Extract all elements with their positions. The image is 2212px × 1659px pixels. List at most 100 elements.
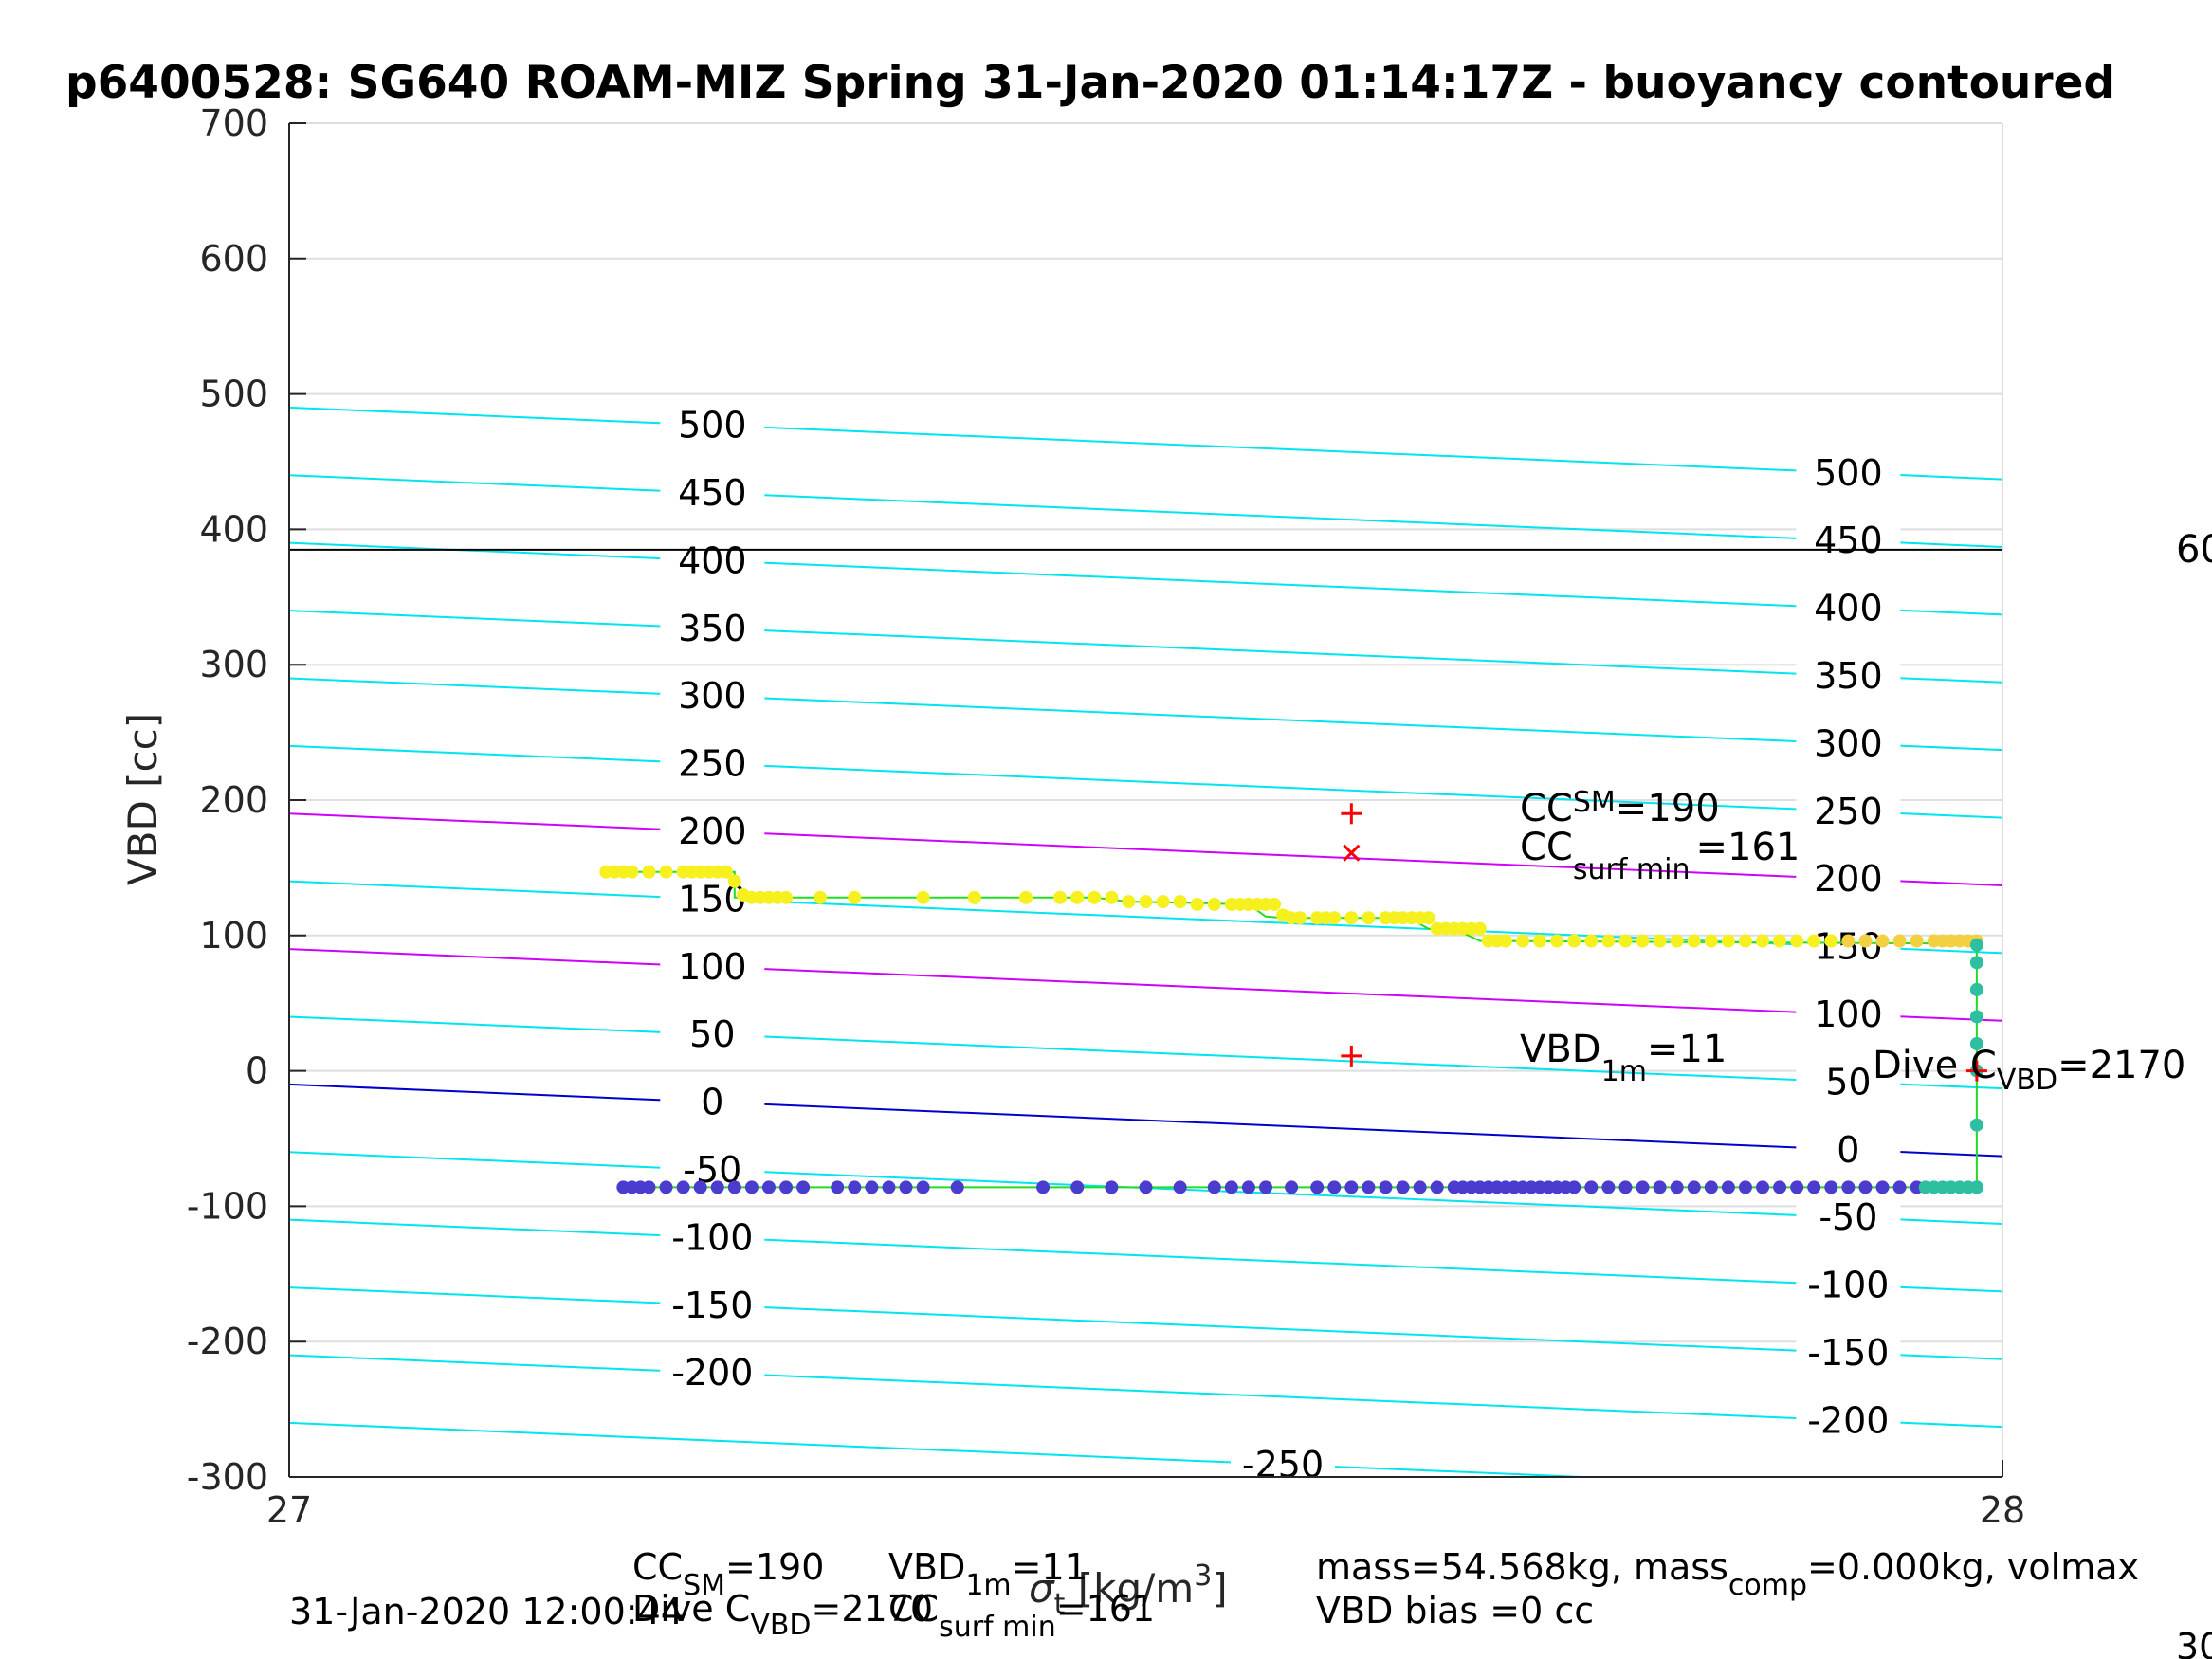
contour-label: 450	[1814, 520, 1883, 561]
y-tick-label: 400	[199, 508, 268, 550]
contour-label: 450	[678, 472, 747, 514]
contour-label: 100	[1814, 994, 1883, 1035]
annotation-dive-c-vbd-base: Dive C	[1873, 1044, 1997, 1087]
annotation-dive-c-vbd-sub: VBD	[1997, 1064, 2057, 1097]
data-point	[950, 1180, 964, 1194]
data-point	[1241, 1180, 1255, 1194]
contour-label-bg	[660, 1218, 765, 1257]
data-point	[1498, 934, 1512, 948]
contour-line	[288, 677, 2003, 752]
data-point	[1285, 1180, 1299, 1194]
annotation-cc-sm-base: CC	[1520, 787, 1573, 830]
data-point	[659, 865, 673, 879]
contour-label: 250	[1814, 791, 1883, 832]
data-point	[719, 865, 733, 879]
footer-vbd-1m: VBD1m=11	[888, 1546, 1088, 1602]
data-point	[1969, 1118, 1983, 1132]
contour-line	[288, 541, 2003, 616]
contour-label-bg	[1796, 1063, 1901, 1102]
footer-mass-sub: comp	[1728, 1569, 1807, 1602]
data-point	[1858, 1180, 1873, 1194]
data-point	[1704, 934, 1718, 948]
data-point	[1344, 1180, 1359, 1194]
marker-layer	[1341, 803, 1987, 1082]
data-point	[865, 1180, 879, 1194]
data-point	[1173, 1180, 1187, 1194]
contour-line	[288, 1421, 1582, 1478]
data-point	[882, 1180, 896, 1194]
data-point	[1413, 1180, 1427, 1194]
footer-dive-c-vbd: Dive CVBD=2170	[632, 1588, 933, 1642]
annotation-dive-c-vbd: Dive CVBD=2170	[1873, 1044, 2185, 1097]
annotation-cc-sm-sub: SM	[1573, 786, 1616, 819]
data-point	[1293, 911, 1307, 925]
contour-label: 500	[678, 405, 747, 447]
contour-label-bg	[1796, 1333, 1901, 1372]
contour-label: -150	[1807, 1332, 1889, 1374]
data-point	[1756, 1180, 1770, 1194]
contour-label-bg	[1796, 589, 1901, 628]
data-point	[1053, 890, 1068, 904]
marker-stroke	[1343, 844, 1361, 862]
data-point	[1687, 1180, 1701, 1194]
contour-label: -100	[1807, 1265, 1889, 1306]
data-point	[1636, 1180, 1650, 1194]
data-point	[1327, 911, 1342, 925]
contour-label-bg	[660, 1150, 765, 1189]
data-point	[1670, 1180, 1684, 1194]
data-point	[642, 1180, 656, 1194]
contour-label-bg	[660, 947, 765, 986]
data-point	[642, 865, 656, 879]
contour-label-bg	[660, 406, 765, 445]
marker-plus	[1341, 1045, 1362, 1066]
contour-line	[288, 406, 2003, 481]
footer-dive-c-vbd-value: =2170	[812, 1588, 934, 1630]
contour-label-bg	[660, 1285, 765, 1324]
data-point	[848, 1180, 862, 1194]
footer-cc-surf-min-base: CC	[888, 1588, 939, 1630]
footer-cc-surf-min-value: =161	[1056, 1588, 1155, 1630]
data-point	[744, 1180, 759, 1194]
data-point	[1036, 1180, 1051, 1194]
data-point	[1139, 895, 1153, 909]
data-point	[1773, 934, 1787, 948]
contour-line	[288, 1218, 2003, 1293]
data-point	[1105, 890, 1119, 904]
x-label-close: ]	[1212, 1565, 1227, 1612]
contour-label-bg	[1796, 860, 1901, 899]
contour-label-bg	[1796, 521, 1901, 560]
data-point	[1327, 1180, 1342, 1194]
y-tick-label: -100	[187, 1185, 268, 1227]
data-point	[1969, 956, 1983, 970]
data-point	[814, 890, 828, 904]
contour-line	[288, 744, 2003, 819]
contour-label: -100	[671, 1216, 753, 1258]
data-point	[1173, 895, 1187, 909]
data-point	[1841, 1180, 1856, 1194]
annotation-cc-surf-min-base: CC	[1520, 826, 1573, 869]
contour-label-bg	[1796, 994, 1901, 1033]
data-point	[1421, 911, 1435, 925]
footer-mass: mass=54.568kg, masscomp=0.000kg, volmax	[1316, 1546, 2139, 1602]
annotation-cc-surf-min-value: =161	[1696, 826, 1801, 869]
data-point	[1858, 934, 1873, 948]
data-point	[1472, 921, 1487, 936]
data-point	[796, 1180, 811, 1194]
data-point	[1362, 911, 1376, 925]
data-point	[967, 890, 981, 904]
contour-label-bg	[1796, 1266, 1901, 1304]
contour-label-bg	[660, 1015, 765, 1054]
footer-vbd-1m-sub: 1m	[965, 1569, 1011, 1602]
data-point	[1533, 934, 1547, 948]
data-point	[1310, 1180, 1325, 1194]
data-point	[1224, 1180, 1238, 1194]
y-tick-label: 300	[199, 644, 268, 685]
data-point	[1687, 934, 1701, 948]
footer-vbd-1m-base: VBD	[888, 1546, 965, 1588]
data-point	[1653, 1180, 1667, 1194]
annotation-cc-sm-value: =190	[1616, 787, 1720, 830]
annotation-cc-surf-min: CCsurf min=161	[1520, 826, 1800, 886]
y-tick-label: 500	[199, 374, 268, 415]
data-point	[1396, 1180, 1410, 1194]
